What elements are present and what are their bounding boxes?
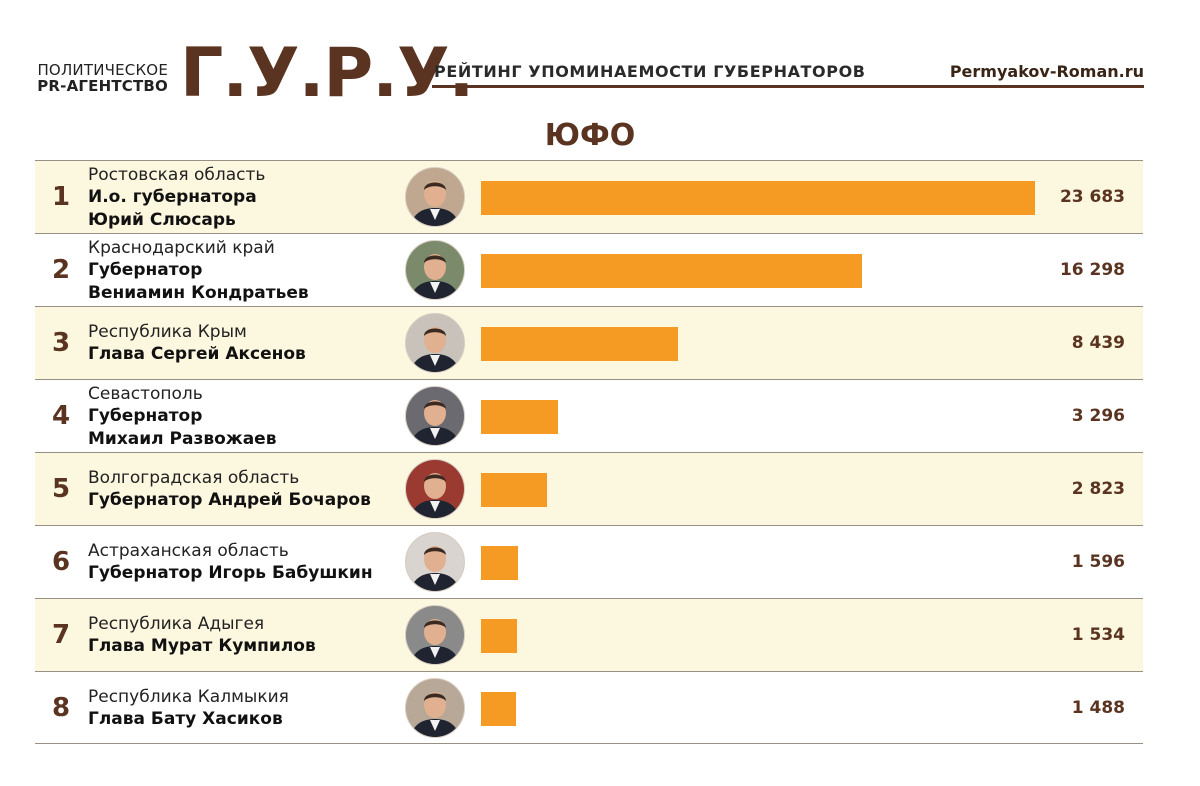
portrait-icon xyxy=(406,460,464,518)
bar-mark xyxy=(481,327,678,361)
governor-name: Глава Бату Хасиков xyxy=(88,709,283,729)
rank-number: 7 xyxy=(51,620,71,650)
governor-info: Краснодарский край Губернатор Вениамин Ко… xyxy=(88,234,408,307)
ranking-table: 1 Ростовская область И.о. губернатора Юрий… xyxy=(35,160,1143,744)
region-name: Астраханская область xyxy=(88,541,289,561)
governor-info: Астраханская область Губернатор Игорь Баб… xyxy=(88,526,408,599)
portrait-icon xyxy=(406,314,464,372)
value-label: 1 534 xyxy=(1071,625,1125,645)
value-label: 3 296 xyxy=(1071,406,1125,426)
table-row: 6 Астраханская область Губернатор Игорь Ба… xyxy=(35,525,1143,598)
region-name: Республика Крым xyxy=(88,322,247,342)
value-label: 1 596 xyxy=(1071,552,1125,572)
region-name: Республика Калмыкия xyxy=(88,687,289,707)
portrait-avatar xyxy=(405,167,465,227)
region-name: Ростовская область xyxy=(88,164,266,185)
governor-name: Губернатор Михаил Развожаев xyxy=(88,405,277,449)
agency-line-2: PR-АГЕНТСТВО xyxy=(37,77,168,95)
governor-info: Севастополь Губернатор Михаил Развожаев xyxy=(88,380,408,453)
portrait-avatar xyxy=(405,532,465,592)
rank-number: 8 xyxy=(51,693,71,723)
portrait-icon xyxy=(406,533,464,591)
governor-info: Республика Крым Глава Сергей Аксенов xyxy=(88,307,408,380)
value-label: 1 488 xyxy=(1071,698,1125,718)
region-name: Краснодарский край xyxy=(88,237,275,258)
table-row: 1 Ростовская область И.о. губернатора Юрий… xyxy=(35,160,1143,233)
table-row: 3 Республика Крым Глава Сергей Аксенов 8 43… xyxy=(35,306,1143,379)
agency-line-1: ПОЛИТИЧЕСКОЕ xyxy=(37,61,168,79)
value-label: 23 683 xyxy=(1059,187,1125,207)
table-row: 7 Республика Адыгея Глава Мурат Кумпилов 1 … xyxy=(35,598,1143,671)
governor-name: И.о. губернатора Юрий Слюсарь xyxy=(88,186,257,230)
bar-mark xyxy=(481,473,547,507)
portrait-avatar xyxy=(405,240,465,300)
table-row: 4 Севастополь Губернатор Михаил Развожаев 3… xyxy=(35,379,1143,452)
portrait-avatar xyxy=(405,605,465,665)
chart-title: ЮФО xyxy=(544,118,636,153)
region-name: Республика Адыгея xyxy=(88,614,265,634)
value-label: 8 439 xyxy=(1071,333,1125,353)
bar-mark xyxy=(481,546,518,580)
bar-mark xyxy=(481,692,516,726)
portrait-icon xyxy=(406,387,464,445)
bar-mark xyxy=(481,619,517,653)
rank-number: 3 xyxy=(51,328,71,358)
governor-info: Ростовская область И.о. губернатора Юрий … xyxy=(88,161,408,234)
governor-name: Глава Мурат Кумпилов xyxy=(88,636,316,656)
portrait-avatar xyxy=(405,459,465,519)
agency-label: ПОЛИТИЧЕСКОЕ PR-АГЕНТСТВО xyxy=(32,62,168,94)
portrait-icon xyxy=(406,606,464,664)
portrait-icon xyxy=(406,168,464,226)
portrait-icon xyxy=(406,241,464,299)
portrait-avatar xyxy=(405,386,465,446)
governor-name: Глава Сергей Аксенов xyxy=(88,344,306,364)
site-link[interactable]: Permyakov-Roman.ru xyxy=(949,62,1144,81)
portrait-avatar xyxy=(405,678,465,738)
rank-number: 6 xyxy=(51,547,71,577)
guru-logo: Г.У.Р.У. xyxy=(180,34,474,113)
rank-number: 2 xyxy=(51,255,71,285)
header-divider xyxy=(432,85,1144,88)
bar-mark xyxy=(481,254,862,288)
table-row: 5 Волгоградская область Губернатор Андрей … xyxy=(35,452,1143,525)
table-row: 2 Краснодарский край Губернатор Вениамин К… xyxy=(35,233,1143,306)
table-row: 8 Республика Калмыкия Глава Бату Хасиков 1 … xyxy=(35,671,1143,744)
governor-name: Губернатор Вениамин Кондратьев xyxy=(88,259,309,303)
portrait-icon xyxy=(406,679,464,737)
value-label: 16 298 xyxy=(1059,260,1125,280)
governor-info: Республика Калмыкия Глава Бату Хасиков xyxy=(88,672,408,745)
rank-number: 5 xyxy=(51,474,71,504)
bar-mark xyxy=(481,400,558,434)
governor-info: Республика Адыгея Глава Мурат Кумпилов xyxy=(88,599,408,672)
governor-name: Губернатор Игорь Бабушкин xyxy=(88,563,373,583)
portrait-avatar xyxy=(405,313,465,373)
governor-name: Губернатор Андрей Бочаров xyxy=(88,490,371,510)
rank-number: 1 xyxy=(51,182,71,212)
region-name: Севастополь xyxy=(88,383,203,404)
header: ПОЛИТИЧЕСКОЕ PR-АГЕНТСТВО Г.У.Р.У. РЕЙТИ… xyxy=(0,0,1200,120)
bar-mark xyxy=(481,181,1035,215)
value-label: 2 823 xyxy=(1071,479,1125,499)
rank-number: 4 xyxy=(51,401,71,431)
governor-info: Волгоградская область Губернатор Андрей Б… xyxy=(88,453,408,526)
region-name: Волгоградская область xyxy=(88,468,300,488)
rating-title: РЕЙТИНГ УПОМИНАЕМОСТИ ГУБЕРНАТОРОВ xyxy=(434,62,866,81)
